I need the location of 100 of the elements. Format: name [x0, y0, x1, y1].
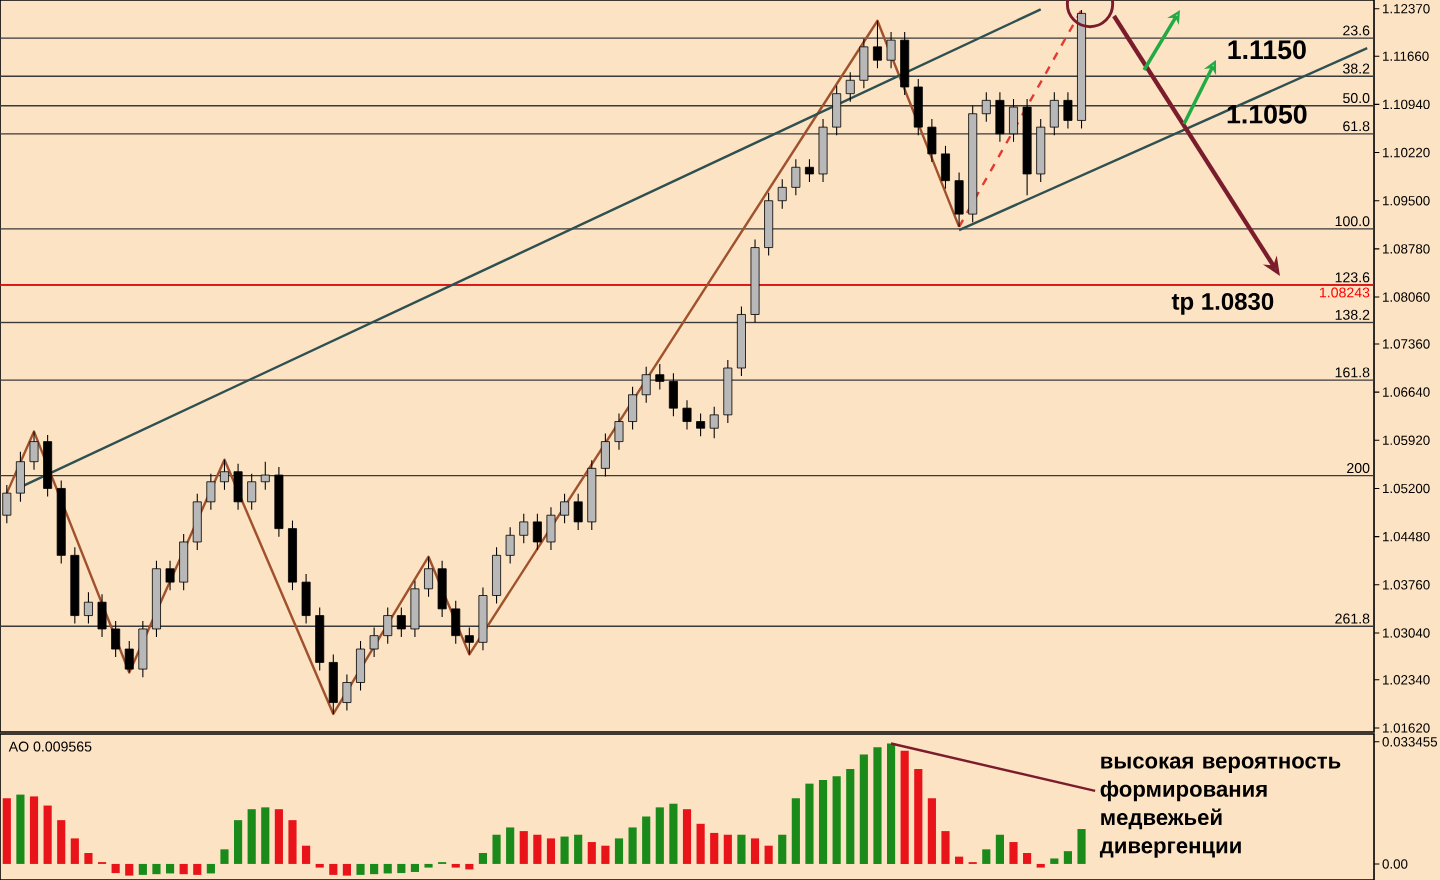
- candlestick: [546, 506, 556, 551]
- candlestick: [206, 473, 216, 511]
- candlestick: [886, 31, 896, 69]
- bar: [628, 827, 637, 864]
- candlestick: [410, 580, 420, 638]
- bar: [927, 798, 936, 864]
- candlestick: [328, 653, 338, 715]
- candlestick: [383, 607, 393, 645]
- candlestick: [1009, 98, 1018, 143]
- bar: [832, 776, 841, 864]
- candlestick: [464, 627, 474, 655]
- candlestick: [260, 461, 270, 491]
- bar: [261, 807, 270, 864]
- bar: [410, 863, 420, 872]
- candlestick: [478, 586, 488, 651]
- bar: [57, 820, 66, 864]
- candlestick: [954, 172, 964, 228]
- bar: [2, 798, 11, 864]
- candlestick: [124, 640, 134, 673]
- candlestick: [43, 434, 53, 498]
- bar: [206, 863, 215, 874]
- candlestick: [872, 20, 882, 69]
- annotation: 1.1050: [1227, 104, 1307, 124]
- candlestick: [247, 473, 257, 511]
- line-series: [5, 19, 961, 716]
- bar: [982, 849, 991, 864]
- bar: [492, 834, 501, 864]
- candlestick: [315, 607, 325, 671]
- bar: [302, 845, 311, 864]
- candlestick: [97, 593, 107, 638]
- bar: [723, 834, 732, 864]
- bar: [560, 836, 569, 864]
- bar: [84, 852, 93, 864]
- bar: [601, 845, 610, 864]
- bar: [859, 754, 868, 864]
- bar: [791, 798, 800, 864]
- bar: [342, 863, 351, 876]
- candlestick: [845, 71, 855, 103]
- candlestick: [709, 406, 719, 439]
- bar: [1077, 829, 1086, 864]
- bar: [886, 743, 896, 864]
- candlestick: [913, 78, 923, 136]
- bar: [750, 838, 760, 864]
- candlestick: [859, 38, 869, 89]
- bar: [995, 834, 1004, 864]
- bar: [737, 834, 746, 864]
- candlestick: [342, 673, 352, 712]
- candlestick: [941, 145, 950, 190]
- bar: [506, 827, 515, 864]
- bar: [669, 803, 678, 864]
- candlestick: [165, 560, 175, 591]
- candlestick: [764, 192, 774, 257]
- bar: [70, 838, 79, 864]
- bar: [710, 832, 719, 864]
- candlestick: [437, 560, 447, 618]
- bar: [655, 807, 664, 864]
- bar: [873, 747, 882, 864]
- candlestick: [1036, 118, 1046, 183]
- candlestick: [682, 399, 692, 431]
- bar: [138, 863, 147, 875]
- candlestick: [192, 493, 202, 551]
- bar: [1023, 852, 1032, 864]
- candlestick: [628, 386, 638, 431]
- candlestick: [1049, 91, 1059, 136]
- bar: [642, 816, 651, 864]
- bar: [247, 809, 256, 864]
- bar: [165, 863, 175, 874]
- bar: [587, 842, 596, 864]
- candlestick: [451, 600, 461, 645]
- candlestick: [301, 573, 311, 625]
- bar: [805, 783, 814, 864]
- bar: [574, 834, 583, 864]
- candlestick: [791, 158, 801, 196]
- bar: [356, 863, 365, 875]
- candlestick: [519, 513, 529, 544]
- bar: [846, 769, 855, 864]
- candlestick: [233, 463, 243, 511]
- bar: [383, 863, 392, 874]
- bar: [533, 834, 542, 864]
- candlestick: [532, 513, 542, 551]
- annotation: tp 1.0830: [1171, 292, 1274, 315]
- bar: [16, 794, 25, 864]
- candlestick: [29, 431, 39, 471]
- bar: [900, 750, 909, 864]
- candlestick: [655, 363, 665, 390]
- candlestick: [83, 591, 93, 625]
- candlestick: [369, 627, 379, 658]
- bar: [329, 863, 338, 875]
- bar: [546, 838, 556, 864]
- bar: [914, 769, 923, 864]
- candlestick: [614, 412, 624, 451]
- candlestick: [179, 533, 189, 591]
- candlestick: [15, 451, 25, 503]
- candlestick: [818, 118, 828, 183]
- bar: [941, 831, 950, 864]
- bar: [764, 845, 773, 864]
- bar: [43, 805, 52, 864]
- candlestick: [723, 359, 733, 424]
- candlestick: [981, 91, 991, 123]
- annotation: высокая вероятность формирования медвежьей дивергенции: [1099, 756, 1341, 858]
